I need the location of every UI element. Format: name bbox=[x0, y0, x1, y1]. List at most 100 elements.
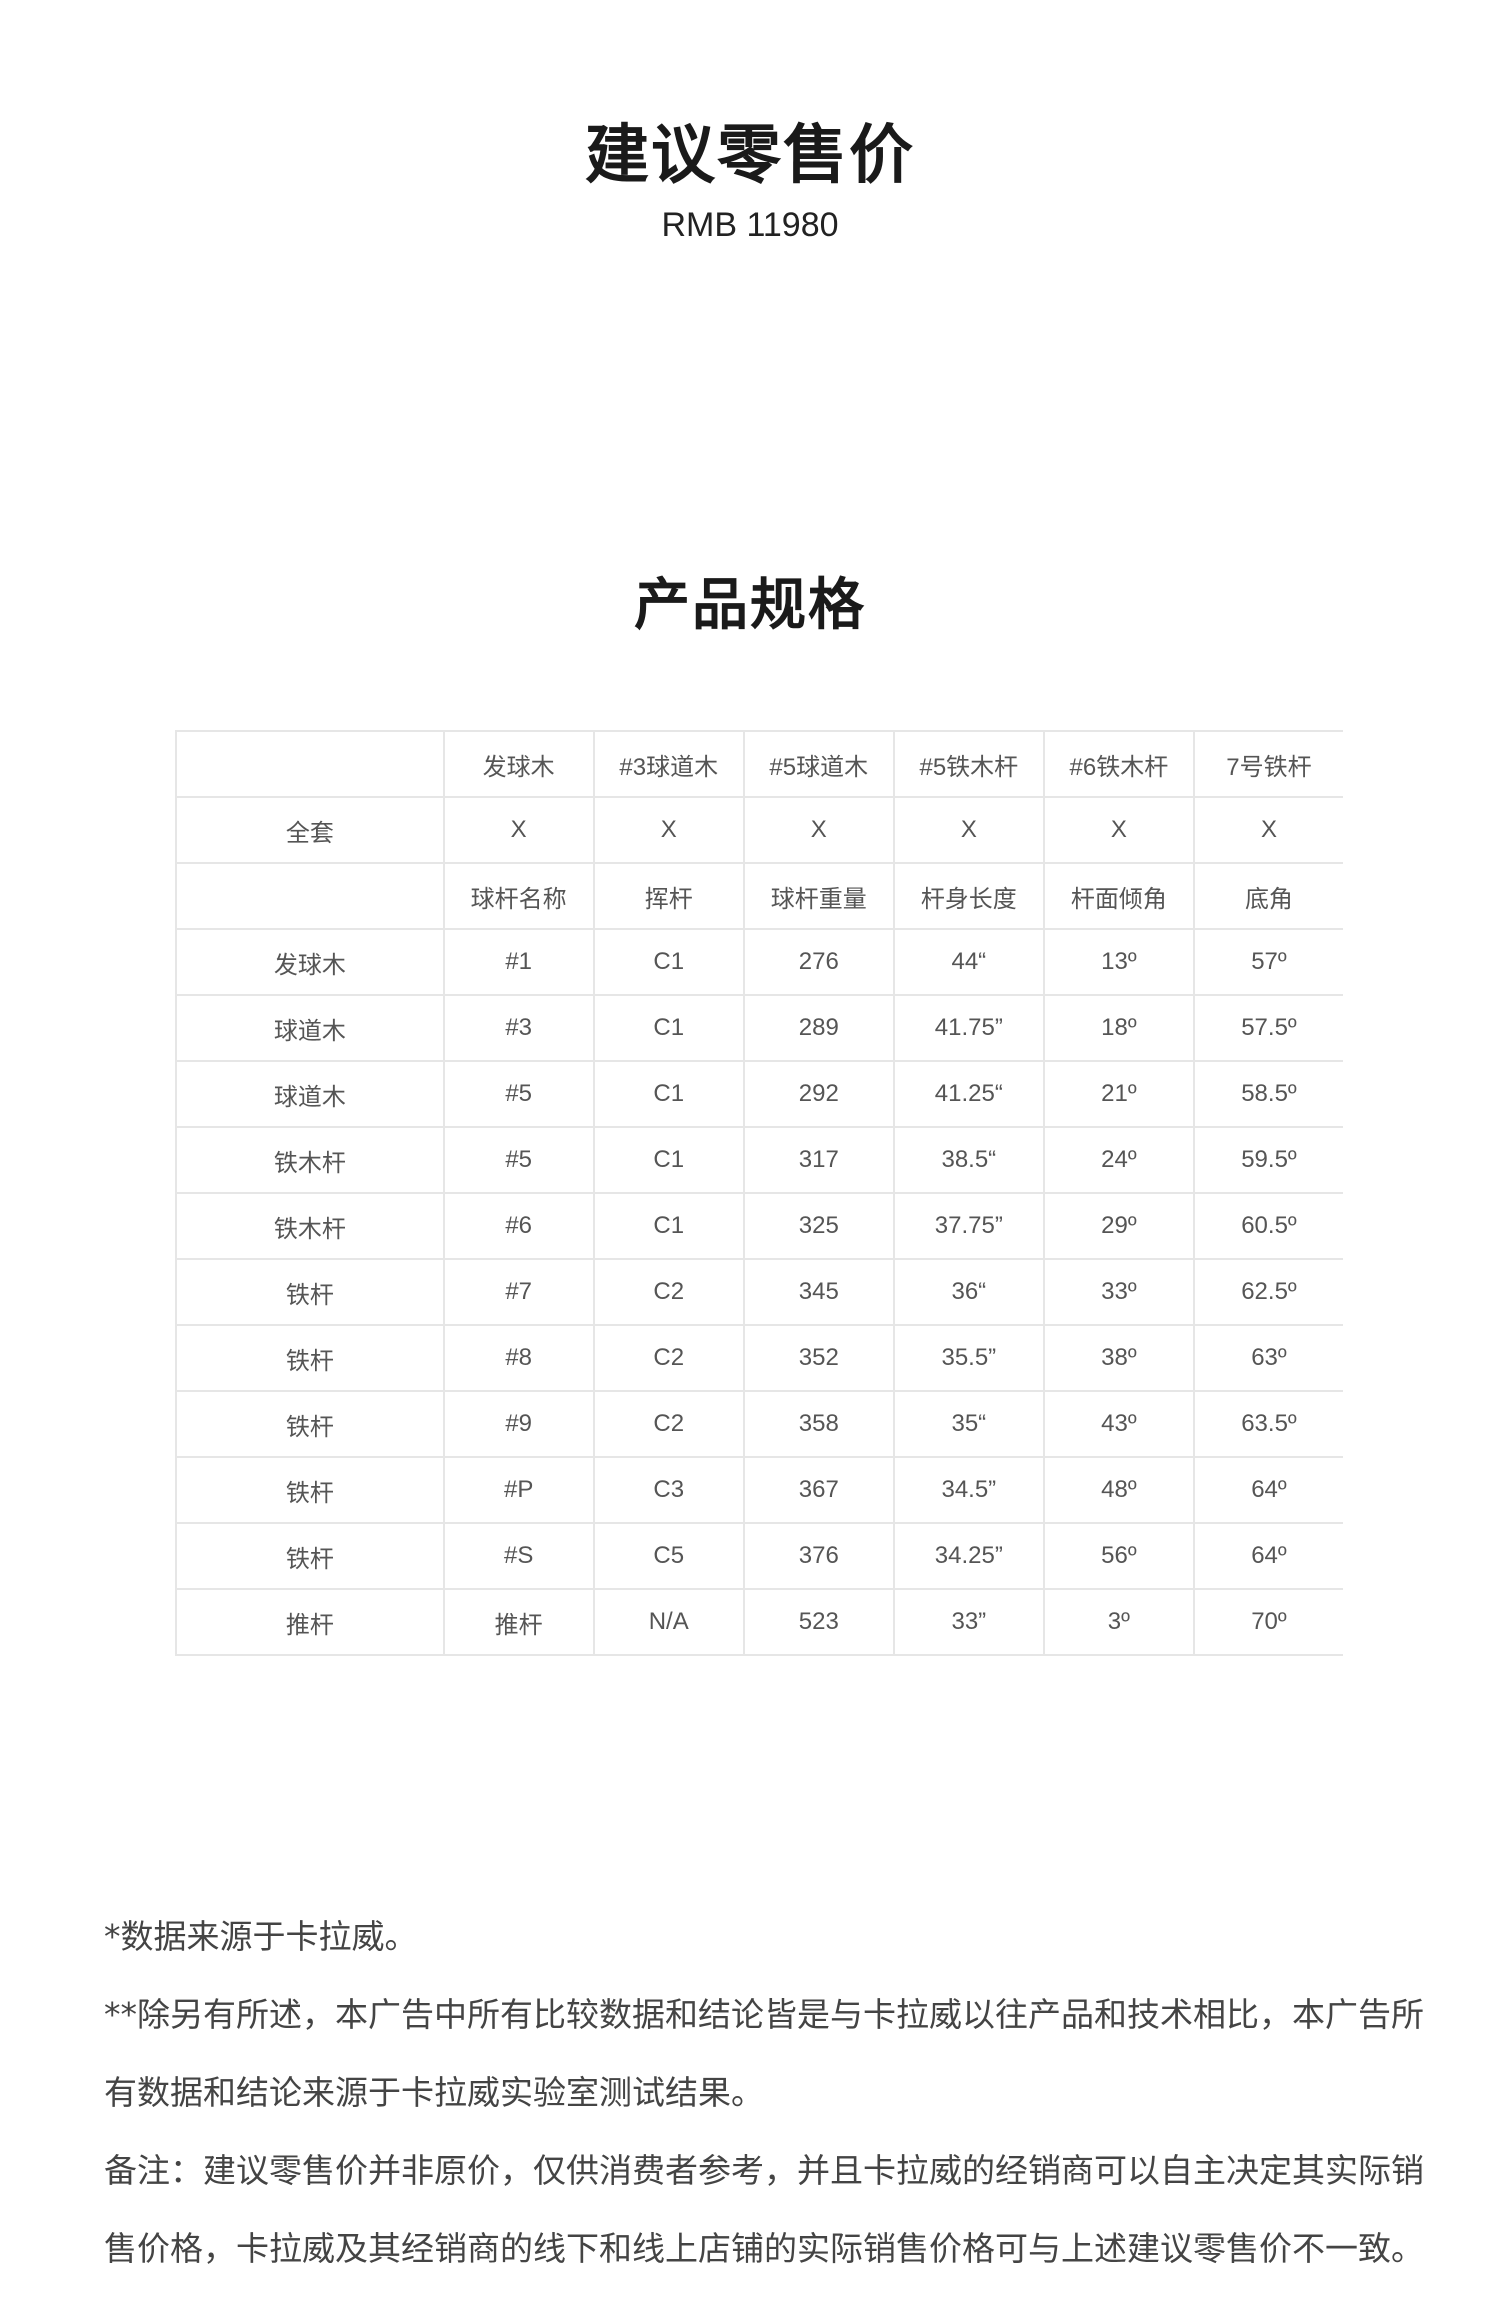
table-cell: 523 bbox=[742, 1588, 895, 1656]
note-price-disclaimer: 备注：建议零售价并非原价，仅供消费者参考，并且卡拉威的经销商可以自主决定其实际销… bbox=[104, 2151, 1424, 2268]
table-cell: C1 bbox=[592, 1126, 745, 1194]
table-cell: 35“ bbox=[892, 1390, 1045, 1458]
table-cell: 杆面倾角 bbox=[1042, 862, 1195, 930]
table-cell: 34.25” bbox=[892, 1522, 1045, 1590]
table-cell: 33” bbox=[892, 1588, 1045, 1656]
table-cell: 29º bbox=[1042, 1192, 1195, 1260]
table-cell: #9 bbox=[442, 1390, 595, 1458]
table-row: 推杆 推杆 N/A 523 33” 3º 70º bbox=[175, 1588, 1343, 1656]
table-cell: 38º bbox=[1042, 1324, 1195, 1392]
table-cell: 57.5º bbox=[1192, 994, 1343, 1062]
table-cell: 全套 bbox=[175, 796, 445, 864]
table-cell: X bbox=[892, 796, 1045, 864]
table-cell: 7号铁杆 bbox=[1192, 730, 1343, 798]
table-cell: 317 bbox=[742, 1126, 895, 1194]
table-cell: N/A bbox=[592, 1588, 745, 1656]
table-cell: 38.5“ bbox=[892, 1126, 1045, 1194]
table-row: 铁木杆 #5 C1 317 38.5“ 24º 59.5º bbox=[175, 1126, 1343, 1194]
table-cell: #8 bbox=[442, 1324, 595, 1392]
table-cell: 63.5º bbox=[1192, 1390, 1343, 1458]
table-cell: 41.75” bbox=[892, 994, 1045, 1062]
table-cell: C2 bbox=[592, 1258, 745, 1326]
table-cell: 57º bbox=[1192, 928, 1343, 996]
table-cell: C1 bbox=[592, 994, 745, 1062]
table-cell: C2 bbox=[592, 1324, 745, 1392]
table-cell: 铁杆 bbox=[175, 1456, 445, 1524]
table-cell: 铁杆 bbox=[175, 1390, 445, 1458]
table-cell: 33º bbox=[1042, 1258, 1195, 1326]
table-cell: X bbox=[742, 796, 895, 864]
table-cell: C1 bbox=[592, 1192, 745, 1260]
table-cell: 289 bbox=[742, 994, 895, 1062]
table-cell: C3 bbox=[592, 1456, 745, 1524]
table-cell: 铁木杆 bbox=[175, 1192, 445, 1260]
table-cell: 352 bbox=[742, 1324, 895, 1392]
section-title-specs: 产品规格 bbox=[634, 573, 866, 638]
table-cell: 64º bbox=[1192, 1522, 1343, 1590]
table-cell: 36“ bbox=[892, 1258, 1045, 1326]
table-cell: 345 bbox=[742, 1258, 895, 1326]
table-cell: 球道木 bbox=[175, 994, 445, 1062]
table-cell: #7 bbox=[442, 1258, 595, 1326]
table-cell: #5球道木 bbox=[742, 730, 895, 798]
table-cell: C5 bbox=[592, 1522, 745, 1590]
table-cell: 球杆重量 bbox=[742, 862, 895, 930]
table-header-row: 发球木 #3球道木 #5球道木 #5铁木杆 #6铁木杆 7号铁杆 bbox=[175, 730, 1343, 798]
table-cell: 56º bbox=[1042, 1522, 1195, 1590]
table-cell: 367 bbox=[742, 1456, 895, 1524]
table-cell: 325 bbox=[742, 1192, 895, 1260]
table-cell: 18º bbox=[1042, 994, 1195, 1062]
table-cell: #5 bbox=[442, 1126, 595, 1194]
table-cell: X bbox=[1192, 796, 1343, 864]
table-row: 铁杆 #S C5 376 34.25” 56º 64º bbox=[175, 1522, 1343, 1590]
table-row: 铁木杆 #6 C1 325 37.75” 29º 60.5º bbox=[175, 1192, 1343, 1260]
note-data-source: *数据来源于卡拉威。 bbox=[104, 1917, 418, 1956]
table-row: 铁杆 #9 C2 358 35“ 43º 63.5º bbox=[175, 1390, 1343, 1458]
table-row: 铁杆 #8 C2 352 35.5” 38º 63º bbox=[175, 1324, 1343, 1392]
table-cell: C1 bbox=[592, 1060, 745, 1128]
table-cell: 铁杆 bbox=[175, 1522, 445, 1590]
table-cell: X bbox=[592, 796, 745, 864]
table-cell: #5铁木杆 bbox=[892, 730, 1045, 798]
table-row: 发球木 #1 C1 276 44“ 13º 57º bbox=[175, 928, 1343, 996]
table-cell: 58.5º bbox=[1192, 1060, 1343, 1128]
table-cell: 底角 bbox=[1192, 862, 1343, 930]
table-cell: 70º bbox=[1192, 1588, 1343, 1656]
table-cell: 37.75” bbox=[892, 1192, 1045, 1260]
table-cell: 276 bbox=[742, 928, 895, 996]
table-cell: 292 bbox=[742, 1060, 895, 1128]
table-cell: 63º bbox=[1192, 1324, 1343, 1392]
table-cell: 球道木 bbox=[175, 1060, 445, 1128]
table-cell: 358 bbox=[742, 1390, 895, 1458]
table-cell: #6 bbox=[442, 1192, 595, 1260]
table-row: 球道木 #5 C1 292 41.25“ 21º 58.5º bbox=[175, 1060, 1343, 1128]
table-cell: 60.5º bbox=[1192, 1192, 1343, 1260]
table-cell: 发球木 bbox=[442, 730, 595, 798]
table-cell: #1 bbox=[442, 928, 595, 996]
table-cell: C1 bbox=[592, 928, 745, 996]
table-cell: 铁杆 bbox=[175, 1324, 445, 1392]
footnotes: *数据来源于卡拉威。 **除另有所述，本广告中所有比较数据和结论皆是与卡拉威以往… bbox=[104, 1898, 1434, 2288]
table-cell: 24º bbox=[1042, 1126, 1195, 1194]
table-cell: 13º bbox=[1042, 928, 1195, 996]
table-cell: 43º bbox=[1042, 1390, 1195, 1458]
table-cell: 21º bbox=[1042, 1060, 1195, 1128]
table-cell: 球杆名称 bbox=[442, 862, 595, 930]
table-cell: #5 bbox=[442, 1060, 595, 1128]
table-cell: 铁杆 bbox=[175, 1258, 445, 1326]
spec-table: 发球木 #3球道木 #5球道木 #5铁木杆 #6铁木杆 7号铁杆 全套 X X X X X X 球杆名称挥… bbox=[175, 730, 1343, 1656]
retail-price: RMB 11980 bbox=[661, 206, 839, 244]
table-cell: 推杆 bbox=[175, 1588, 445, 1656]
table-cell: 41.25“ bbox=[892, 1060, 1045, 1128]
table-cell: #P bbox=[442, 1456, 595, 1524]
table-row: 全套 X X X X X X bbox=[175, 796, 1343, 864]
table-cell: 44“ bbox=[892, 928, 1045, 996]
table-row: 铁杆 #P C3 367 34.5” 48º 64º bbox=[175, 1456, 1343, 1524]
table-cell: #3球道木 bbox=[592, 730, 745, 798]
table-row: 球道木 #3 C1 289 41.75” 18º 57.5º bbox=[175, 994, 1343, 1062]
table-cell: 推杆 bbox=[442, 1588, 595, 1656]
table-cell: #S bbox=[442, 1522, 595, 1590]
table-cell bbox=[175, 862, 445, 930]
page-title: 建议零售价 bbox=[585, 119, 915, 193]
table-cell: 铁木杆 bbox=[175, 1126, 445, 1194]
